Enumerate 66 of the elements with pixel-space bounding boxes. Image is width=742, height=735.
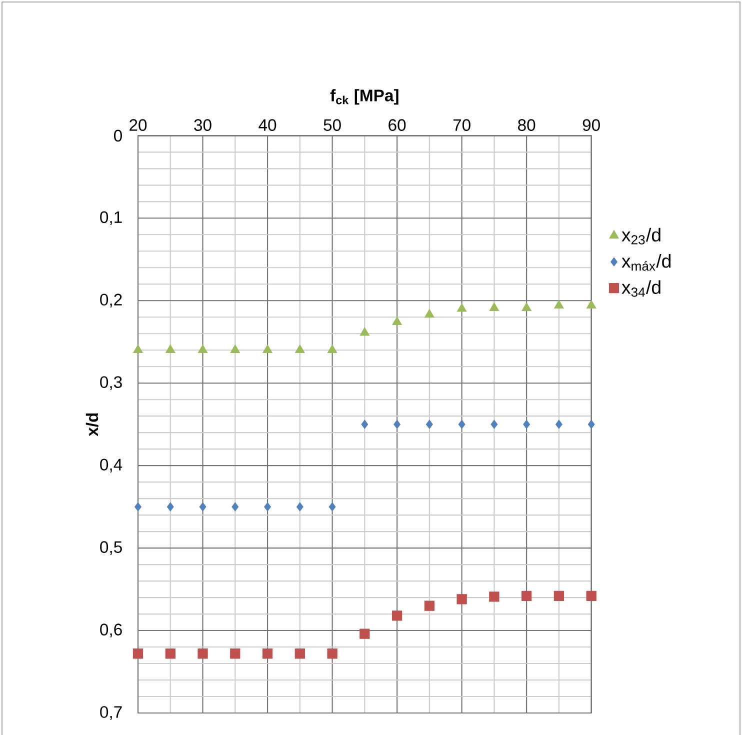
y-axis-title: x/d — [86, 413, 98, 436]
point — [392, 316, 402, 326]
point — [327, 648, 338, 659]
point — [489, 302, 500, 311]
point — [586, 300, 596, 309]
point — [554, 590, 564, 601]
x-tick-label: 70 — [453, 119, 470, 131]
point — [456, 303, 467, 312]
point — [230, 344, 240, 354]
point — [134, 502, 142, 512]
point — [198, 648, 208, 659]
legend-label: x$_{34}$/d — [622, 280, 660, 297]
y-tick-label: 0,7 — [100, 706, 122, 720]
point — [262, 344, 272, 354]
point — [489, 592, 500, 602]
point — [392, 610, 402, 621]
point — [294, 648, 305, 659]
x-tick-label: 50 — [324, 119, 341, 131]
point — [490, 420, 498, 429]
y-tick-label: 0 — [114, 130, 122, 142]
point — [133, 344, 143, 354]
y-tick-label: 0,4 — [100, 458, 122, 472]
point — [555, 420, 562, 429]
y-tick-label: 0,2 — [100, 294, 122, 308]
x-tick-label: 30 — [194, 119, 212, 131]
x-tick-label: 90 — [582, 119, 600, 131]
point — [554, 300, 564, 309]
point — [166, 502, 174, 512]
point — [264, 502, 271, 512]
point — [523, 420, 530, 429]
y-tick-label: 0,3 — [100, 376, 122, 390]
x-tick-label: 80 — [518, 119, 536, 131]
x-tick-label: 60 — [388, 119, 406, 131]
point — [296, 502, 304, 512]
point — [586, 590, 596, 601]
point — [295, 344, 305, 354]
y-tick-label: 0,5 — [100, 541, 122, 555]
point — [327, 344, 338, 354]
point — [132, 648, 144, 659]
point — [165, 648, 176, 659]
point — [394, 420, 401, 429]
legend-label: x$_{23}$/d — [622, 228, 660, 244]
point — [424, 309, 434, 318]
point — [456, 594, 467, 604]
legend-label: x$_{máx}$/d — [622, 254, 671, 271]
y-tick-label: 0,6 — [100, 624, 122, 638]
point — [426, 420, 433, 429]
point — [522, 590, 532, 601]
point — [588, 420, 595, 429]
point — [262, 648, 273, 659]
point — [424, 600, 434, 611]
x-axis-title: f$_{ck}$ [MPa] — [330, 89, 398, 105]
point — [360, 628, 370, 639]
point — [199, 502, 206, 512]
point — [522, 302, 532, 311]
point — [361, 420, 368, 429]
x-tick-label: 20 — [130, 119, 147, 131]
point — [360, 327, 370, 336]
point — [232, 502, 239, 512]
point — [165, 344, 176, 354]
point — [458, 420, 466, 429]
point — [328, 502, 336, 512]
y-tick-label: 0,1 — [100, 211, 122, 226]
point — [230, 648, 240, 659]
point — [198, 344, 208, 354]
x-tick-label: 40 — [258, 119, 276, 131]
